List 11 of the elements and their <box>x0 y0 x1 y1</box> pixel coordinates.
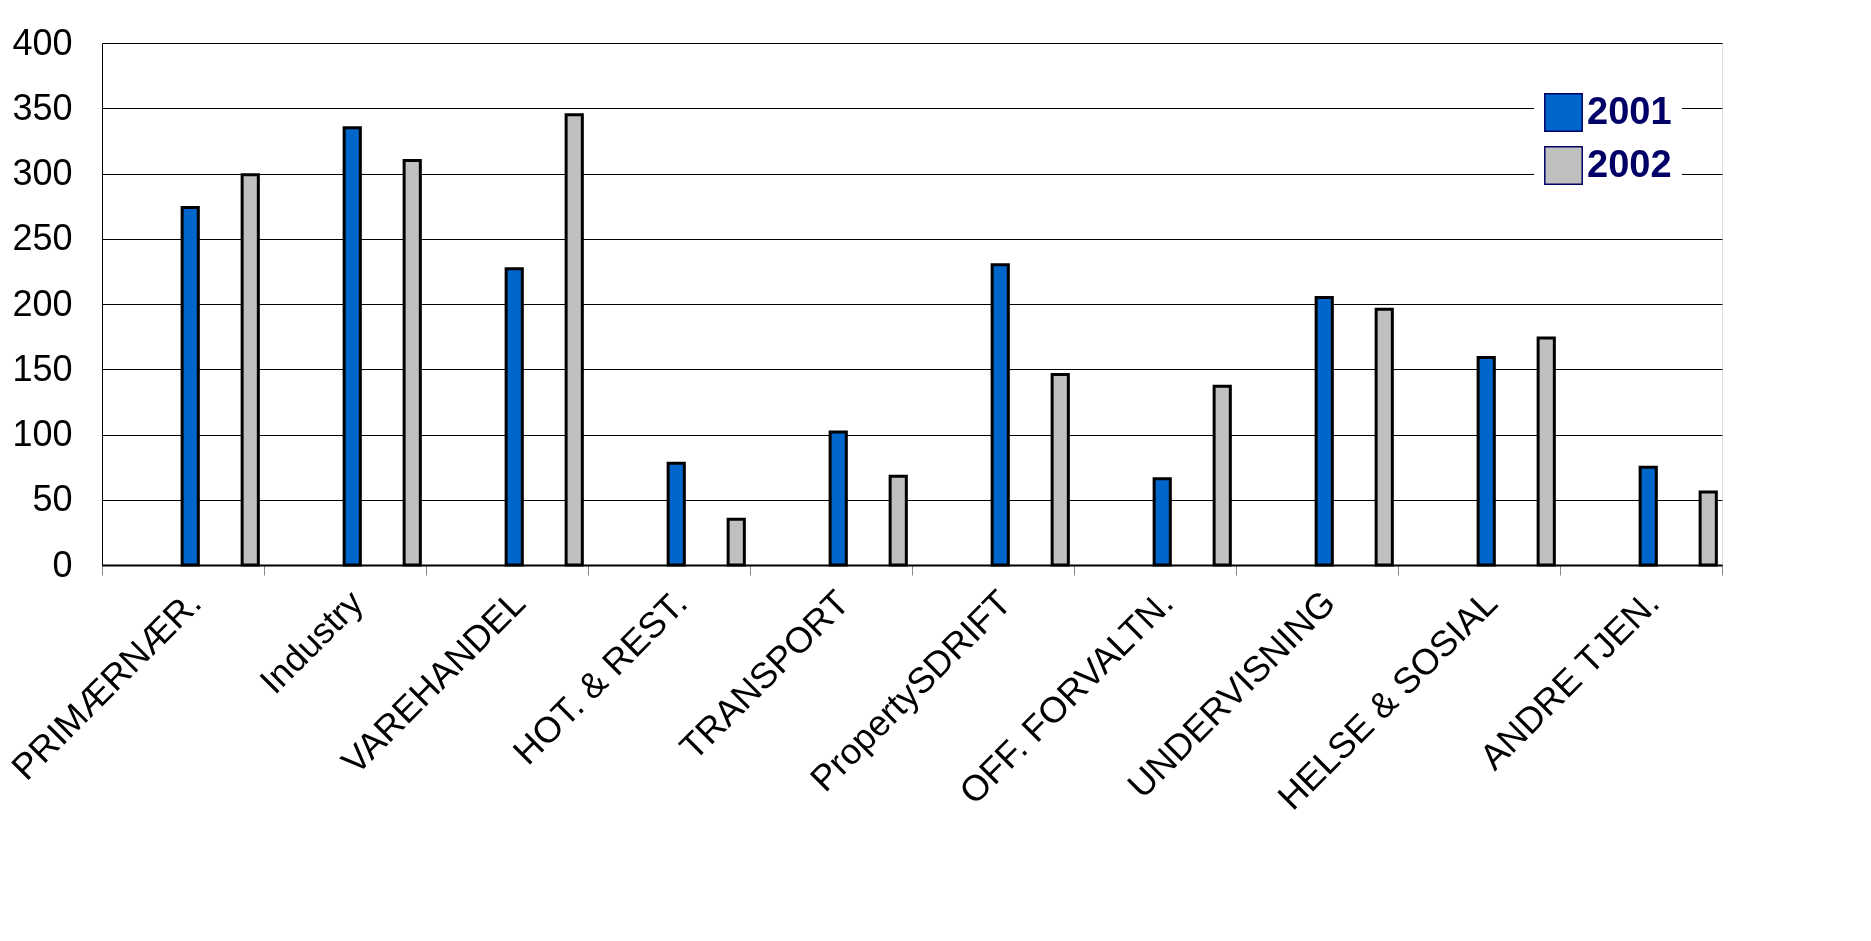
y-tick-label: 400 <box>12 21 73 63</box>
y-tick-label: 0 <box>52 543 73 585</box>
legend-label: 2002 <box>1587 142 1672 185</box>
y-tick-label: 350 <box>12 86 73 128</box>
y-tick-label: 50 <box>32 478 73 520</box>
y-tick-label: 200 <box>12 282 73 324</box>
y-tick-label: 300 <box>12 152 73 193</box>
y-tick-label: 150 <box>12 347 73 389</box>
y-tick-label: 100 <box>12 413 73 454</box>
y-tick-label: 250 <box>12 217 73 259</box>
legend-label: 2001 <box>1587 89 1672 132</box>
